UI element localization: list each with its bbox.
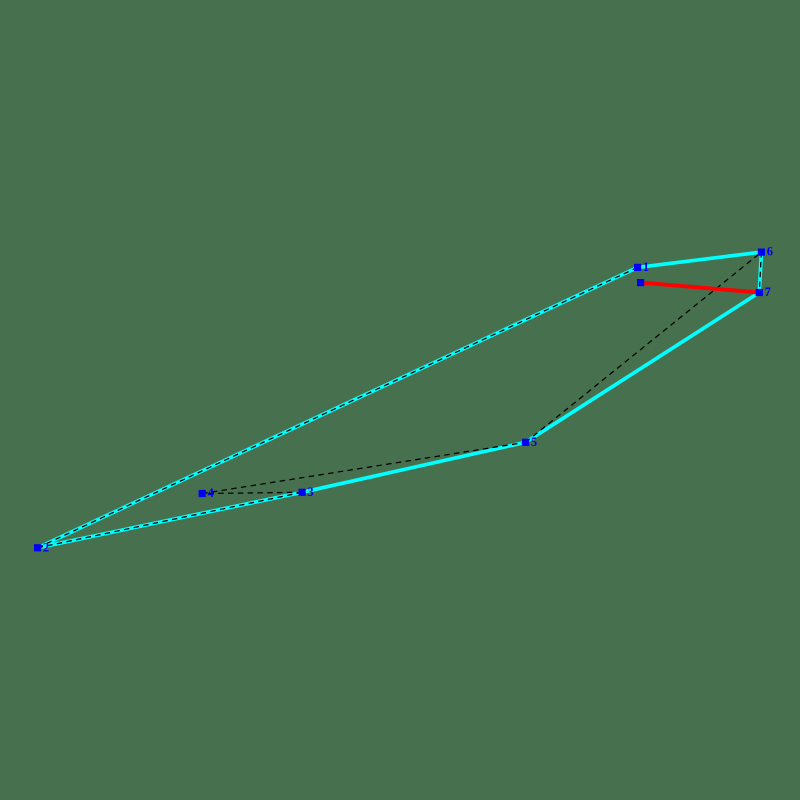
svg-text:1: 1	[643, 260, 649, 274]
svg-text:4: 4	[208, 486, 215, 500]
svg-text:7: 7	[765, 285, 771, 299]
svg-text:5: 5	[531, 435, 537, 449]
svg-text:2: 2	[43, 540, 49, 554]
svg-text:3: 3	[307, 485, 313, 499]
svg-text:6: 6	[767, 245, 773, 259]
